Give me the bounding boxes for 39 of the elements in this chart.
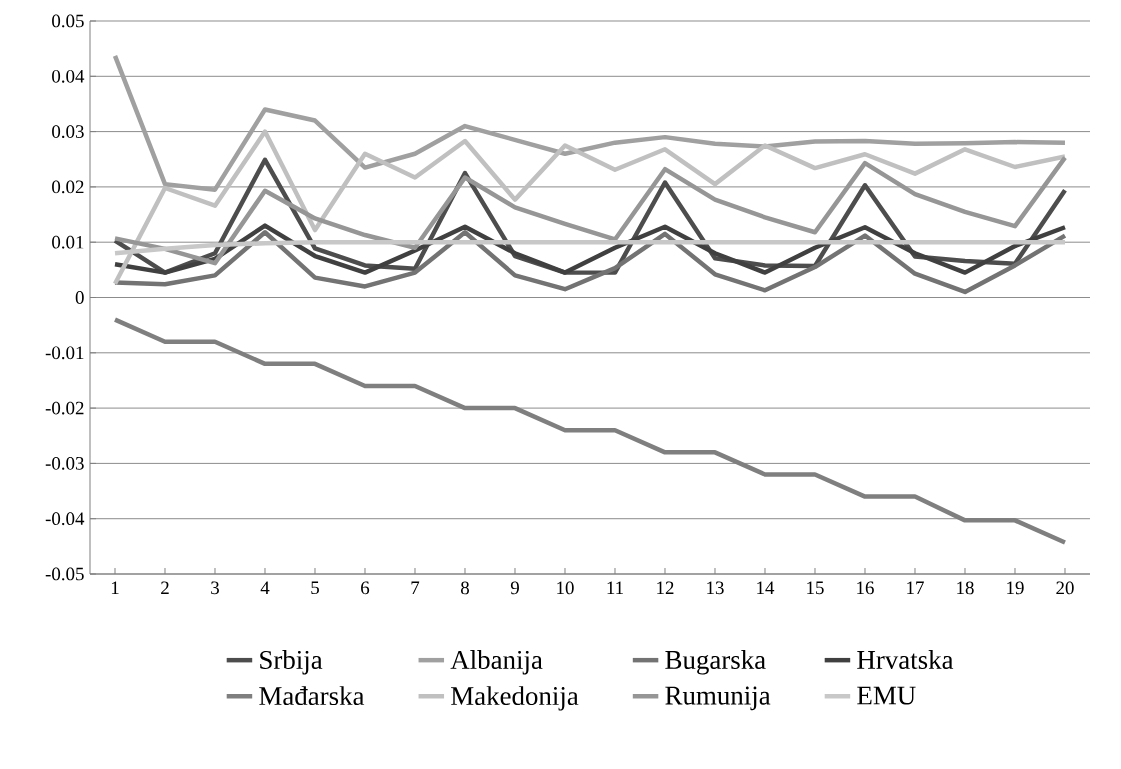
x-tick-label: 7 [411, 581, 420, 594]
y-tick-label: 0.03 [52, 125, 84, 139]
y-tick-label: 0.01 [52, 235, 84, 249]
y-tick-label: 0.05 [52, 14, 84, 28]
y-tick-label: -0.03 [45, 456, 84, 470]
x-tick-label: 1 [111, 581, 119, 594]
x-tick-label: 11 [607, 581, 623, 594]
x-tick-label: 19 [1007, 581, 1024, 595]
legend-label: Bugarska [665, 650, 766, 675]
x-tick-label: 9 [510, 581, 519, 595]
legend-label: Srbija [260, 650, 323, 675]
y-tick-label: 0.04 [52, 69, 85, 83]
x-tick-label: 18 [957, 581, 974, 595]
legend-label: Hrvatska [857, 650, 954, 670]
x-tick-label: 15 [807, 581, 824, 595]
x-tick-label: 3 [211, 581, 219, 595]
x-tick-label: 8 [460, 581, 469, 595]
legend-label: Makedonija [451, 686, 579, 711]
x-tick-label: 17 [907, 581, 924, 594]
x-tick-label: 16 [857, 581, 874, 595]
x-tick-label: 12 [657, 581, 674, 595]
y-tick-label: -0.04 [45, 512, 85, 526]
y-tick-label: -0.01 [45, 346, 84, 360]
x-tick-label: 2 [161, 581, 169, 595]
x-tick-label: 4 [260, 581, 270, 594]
y-tick-label: -0.02 [45, 401, 84, 415]
legend-label: Rumunija [665, 686, 771, 711]
x-tick-label: 13 [707, 581, 724, 595]
legend-label: Mađarska [259, 686, 365, 706]
y-tick-label: 0.02 [52, 180, 84, 194]
x-tick-label: 10 [557, 581, 574, 595]
legend-label: EMU [857, 686, 916, 705]
y-tick-label: -0.05 [45, 567, 84, 581]
y-tick-label: 0 [75, 291, 84, 304]
x-tick-label: 5 [311, 581, 319, 595]
x-tick-label: 20 [1056, 581, 1074, 595]
legend-label: Albanija [450, 650, 543, 675]
x-tick-label: 6 [361, 581, 370, 595]
x-tick-label: 14 [757, 581, 775, 594]
